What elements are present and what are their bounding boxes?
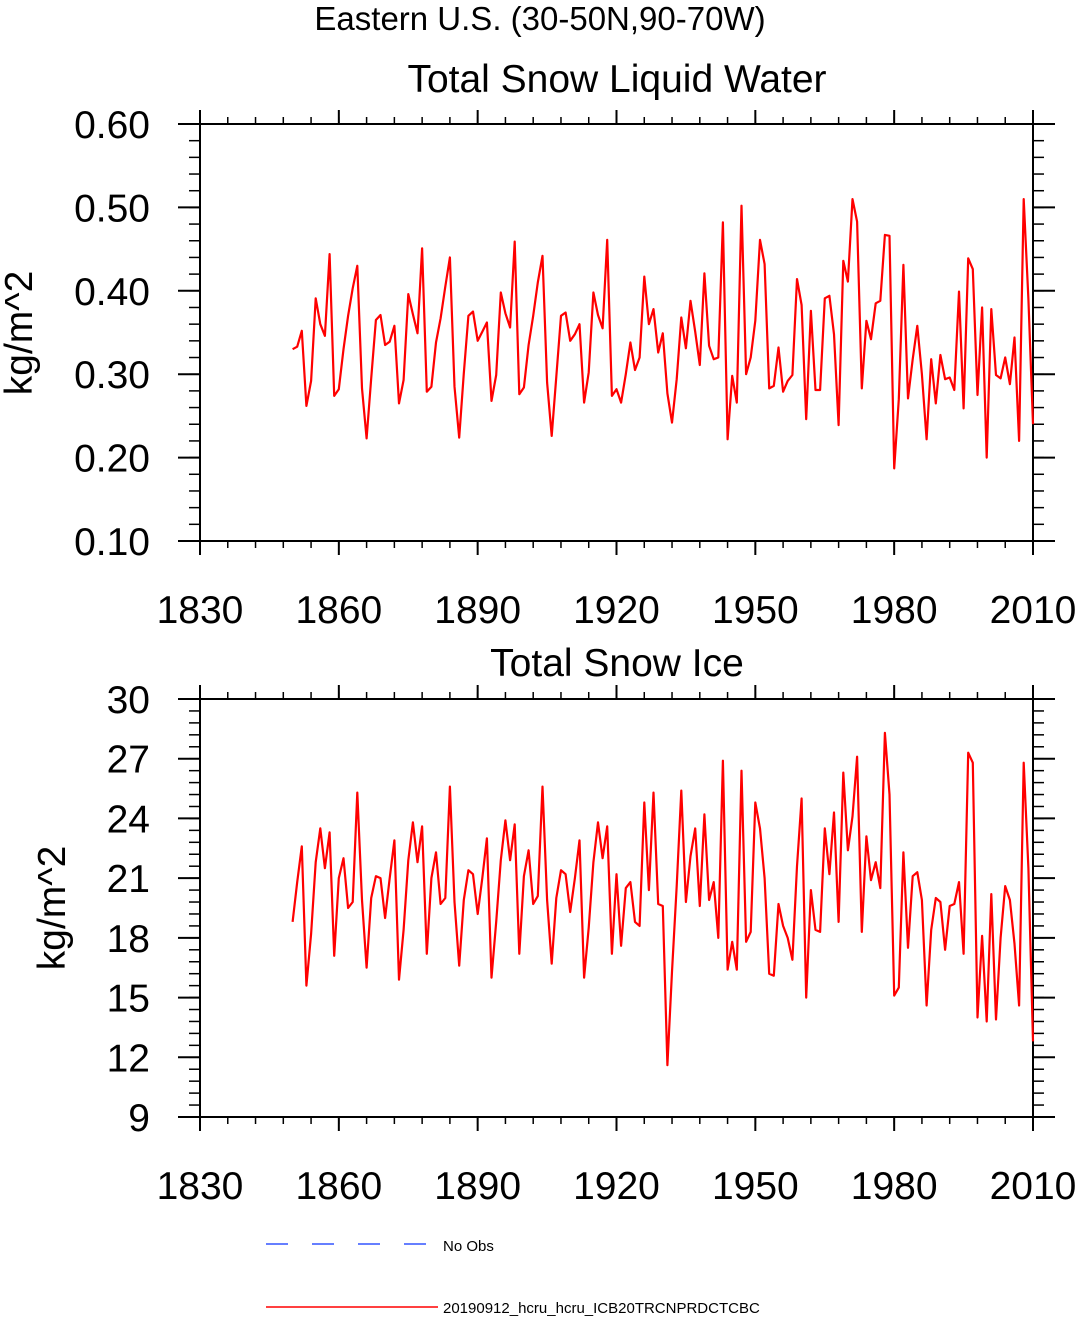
y-tick-label: 15 [107, 978, 150, 1021]
x-tick-label: 1950 [712, 1165, 799, 1208]
panel-snow-ice: Total Snow Ice kg/m^2 1830 1860 1890 1920 19… [31, 642, 1076, 1208]
legend-series-label: 20190912_hcru_hcru_ICB20TRCNPRDCTCBC [443, 1300, 760, 1317]
y-tick-label: 21 [107, 858, 150, 901]
y-tick-label: 0.30 [74, 354, 150, 397]
y-tick-label: 0.50 [74, 187, 150, 230]
y-tick-label: 18 [107, 918, 150, 961]
plot-frame [199, 698, 1034, 1118]
y-tick-label: 0.40 [74, 271, 150, 314]
axes-ticks: 1830 1860 1890 1920 1950 1980 2010 9 12 15 18 21 24 2… [107, 679, 1077, 1208]
legend-no-obs-label: No Obs [443, 1238, 494, 1255]
x-tick-label: 1860 [295, 1165, 382, 1208]
x-tick-label: 1920 [573, 589, 660, 632]
y-tick-label: 27 [107, 739, 150, 782]
y-tick-label: 0.10 [74, 521, 150, 564]
panel-snow-liquid-water: Total Snow Liquid Water kg/m^2 1830 1860 1… [0, 58, 1076, 632]
x-tick-label: 1980 [851, 589, 938, 632]
y-tick-label: 0.20 [74, 438, 150, 481]
panel-title: Total Snow Liquid Water [407, 58, 826, 101]
axes-ticks: 1830 1860 1890 1920 1950 1980 2010 0.10 0.20 0.30… [74, 104, 1076, 632]
figure-suptitle: Eastern U.S. (30-50N,90-70W) [314, 0, 765, 37]
series-line [292, 198, 1035, 470]
x-tick-label: 1920 [573, 1165, 660, 1208]
series-line [291, 731, 1035, 1067]
y-tick-label: 24 [107, 798, 150, 841]
legend: No Obs 20190912_hcru_hcru_ICB20TRCNPRDCT… [266, 1238, 760, 1317]
x-tick-label: 1890 [434, 589, 521, 632]
y-axis-label: kg/m^2 [0, 271, 41, 396]
x-tick-label: 2010 [990, 1165, 1077, 1208]
y-tick-label: 30 [107, 679, 150, 722]
y-axis-label: kg/m^2 [31, 846, 74, 971]
y-tick-label: 12 [107, 1037, 150, 1080]
y-tick-label: 9 [128, 1097, 150, 1140]
x-tick-label: 1830 [157, 589, 244, 632]
x-tick-label: 2010 [990, 589, 1077, 632]
panel-title: Total Snow Ice [490, 642, 744, 685]
x-tick-label: 1890 [434, 1165, 521, 1208]
x-tick-label: 1980 [851, 1165, 938, 1208]
x-tick-label: 1830 [157, 1165, 244, 1208]
x-tick-label: 1950 [712, 589, 799, 632]
x-tick-label: 1860 [295, 589, 382, 632]
y-tick-label: 0.60 [74, 104, 150, 147]
